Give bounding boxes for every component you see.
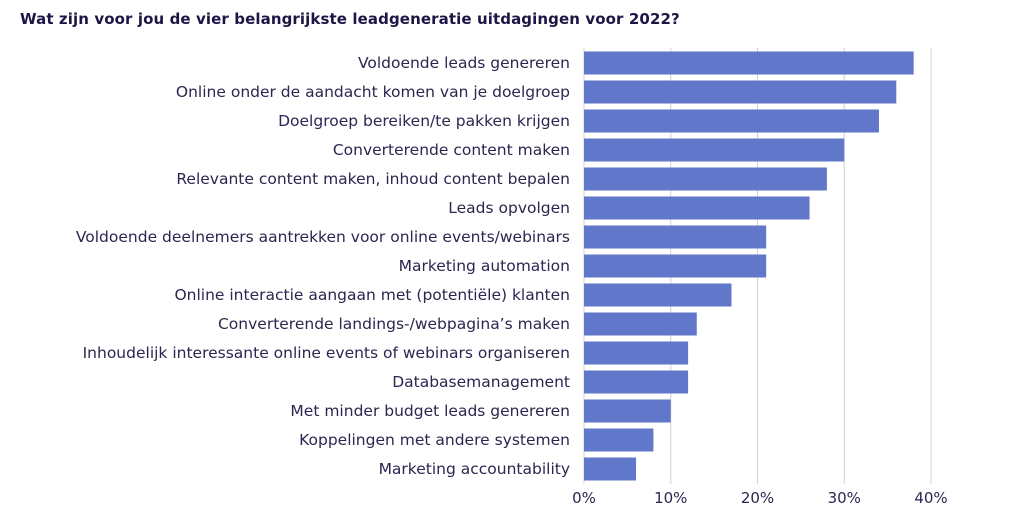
bar-11 bbox=[584, 341, 689, 365]
category-label-15: Marketing accountability bbox=[379, 460, 570, 478]
bar-6 bbox=[584, 196, 810, 220]
bar-9 bbox=[584, 283, 732, 307]
bar-10 bbox=[584, 312, 697, 336]
category-label-9: Online interactie aangaan met (potentiël… bbox=[174, 286, 570, 304]
bar-2 bbox=[584, 80, 897, 104]
bar-13 bbox=[584, 399, 671, 423]
bar-8 bbox=[584, 254, 767, 278]
bar-15 bbox=[584, 457, 637, 481]
x-tick-label-0: 0% bbox=[572, 489, 596, 507]
bar-12 bbox=[584, 370, 689, 394]
bar-14 bbox=[584, 428, 654, 452]
category-label-12: Databasemanagement bbox=[392, 373, 570, 391]
category-label-11: Inhoudelijk interessante online events o… bbox=[83, 344, 570, 362]
category-label-2: Online onder de aandacht komen van je do… bbox=[176, 83, 570, 101]
x-tick-label-40: 40% bbox=[914, 489, 947, 507]
bar-5 bbox=[584, 167, 827, 191]
category-label-5: Relevante content maken, inhoud content … bbox=[176, 170, 570, 188]
category-label-4: Converterende content maken bbox=[333, 141, 570, 159]
chart-title: Wat zijn voor jou de vier belangrijkste … bbox=[20, 10, 680, 28]
x-tick-label-10: 10% bbox=[654, 489, 687, 507]
category-label-3: Doelgroep bereiken/te pakken krijgen bbox=[278, 112, 570, 130]
bar-4 bbox=[584, 138, 845, 162]
bar-3 bbox=[584, 109, 879, 133]
x-tick-label-30: 30% bbox=[828, 489, 861, 507]
bar-1 bbox=[584, 51, 914, 75]
category-label-8: Marketing automation bbox=[399, 257, 570, 275]
category-label-1: Voldoende leads genereren bbox=[358, 54, 570, 72]
category-label-6: Leads opvolgen bbox=[448, 199, 570, 217]
x-tick-label-20: 20% bbox=[741, 489, 774, 507]
category-label-14: Koppelingen met andere systemen bbox=[299, 431, 570, 449]
category-label-10: Converterende landings-/webpagina’s make… bbox=[218, 315, 570, 333]
category-label-7: Voldoende deelnemers aantrekken voor onl… bbox=[76, 228, 570, 246]
category-label-13: Met minder budget leads genereren bbox=[290, 402, 570, 420]
bar-7 bbox=[584, 225, 767, 249]
